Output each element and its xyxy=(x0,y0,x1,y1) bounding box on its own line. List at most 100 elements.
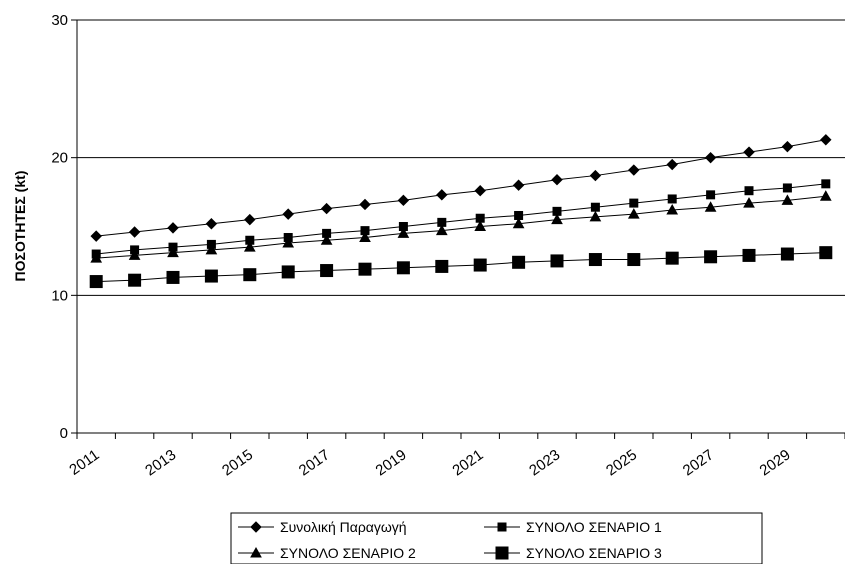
data-point xyxy=(781,140,794,153)
x-tick-label: 2013 xyxy=(142,446,179,479)
data-point xyxy=(821,179,831,189)
data-point xyxy=(704,201,717,212)
data-point xyxy=(704,250,718,264)
data-point xyxy=(167,246,179,258)
data-point xyxy=(590,202,600,212)
data-point xyxy=(473,258,487,272)
data-point xyxy=(128,273,142,287)
data-point xyxy=(397,194,410,207)
data-point xyxy=(128,249,141,260)
data-point xyxy=(90,252,103,263)
data-point xyxy=(627,208,640,219)
data-point xyxy=(512,217,525,229)
data-point xyxy=(627,253,641,267)
data-point xyxy=(742,248,756,262)
x-tick-label: 2023 xyxy=(526,446,563,479)
legend-label: ΣΥΝΟΛΟ ΣΕΝΑΡΙΟ 1 xyxy=(526,519,662,535)
x-tick-label: 2017 xyxy=(296,446,333,479)
data-point xyxy=(435,259,449,273)
data-point xyxy=(359,198,371,211)
legend-item-1: Συνολική Παραγωγή xyxy=(238,519,407,535)
data-point xyxy=(589,210,602,222)
series-line-2 xyxy=(96,183,826,255)
data-point xyxy=(628,164,640,176)
data-point xyxy=(396,261,410,275)
y-axis-title: ΠΟΣΟΤΗΤΕΣ (kt) xyxy=(12,171,28,282)
data-point xyxy=(551,173,563,186)
data-point xyxy=(820,134,832,146)
data-point xyxy=(819,190,832,201)
x-tick-label: 2019 xyxy=(373,446,410,479)
data-point xyxy=(205,243,218,255)
y-axis-ticks: 0 10 20 30 xyxy=(51,12,77,442)
data-point xyxy=(629,198,639,208)
y-tick-label: 10 xyxy=(51,287,68,304)
data-point xyxy=(474,184,486,197)
legend-item-3: ΣΥΝΟΛΟ ΣΕΝΑΡΙΟ 2 xyxy=(238,545,416,561)
series-line-1 xyxy=(96,139,826,237)
data-point xyxy=(436,189,448,201)
series-3 xyxy=(90,190,832,263)
data-point xyxy=(666,203,679,215)
data-point xyxy=(743,197,755,208)
x-tick-label: 2029 xyxy=(757,446,794,479)
data-point xyxy=(780,247,794,261)
data-point xyxy=(205,218,218,230)
data-point xyxy=(89,275,103,289)
data-point xyxy=(666,158,678,171)
legend-item-4: ΣΥΝΟΛΟ ΣΕΝΑΡΙΟ 3 xyxy=(484,545,662,561)
data-point xyxy=(90,230,102,242)
x-tick-label: 2015 xyxy=(219,446,256,479)
data-point xyxy=(819,246,833,260)
data-point xyxy=(320,202,333,215)
data-point xyxy=(320,264,334,278)
legend-marker xyxy=(250,546,262,558)
data-point xyxy=(704,151,717,164)
data-point xyxy=(166,270,180,284)
legend-label: ΣΥΝΟΛΟ ΣΕΝΑΡΙΟ 2 xyxy=(280,545,416,561)
x-tick-label: 2011 xyxy=(66,446,102,478)
data-point xyxy=(744,186,754,196)
legend-label: ΣΥΝΟΛΟ ΣΕΝΑΡΙΟ 3 xyxy=(526,545,662,561)
data-point xyxy=(665,251,679,265)
data-point xyxy=(128,226,141,238)
data-point xyxy=(282,236,295,248)
data-point xyxy=(588,253,602,267)
data-point xyxy=(550,254,564,268)
series-line-3 xyxy=(96,195,826,259)
y-tick-label: 20 xyxy=(51,150,68,167)
legend: Συνολική Παραγωγή ΣΥΝΟΛΟ ΣΕΝΑΡΙΟ 1 ΣΥΝΟΛΟ … xyxy=(230,512,763,564)
data-point xyxy=(320,234,333,245)
series-4 xyxy=(89,246,833,289)
x-tick-label: 2027 xyxy=(680,446,717,479)
legend-label: Συνολική Παραγωγή xyxy=(280,519,407,535)
data-point xyxy=(243,241,256,252)
data-point xyxy=(512,255,526,269)
data-point xyxy=(244,213,256,226)
series-group xyxy=(89,134,833,289)
data-point xyxy=(243,268,257,282)
data-point xyxy=(281,265,295,279)
data-point xyxy=(667,194,677,204)
data-point xyxy=(359,231,371,243)
x-tick-label: 2021 xyxy=(449,446,486,479)
legend-marker xyxy=(250,521,262,533)
data-point xyxy=(282,208,294,220)
series-1 xyxy=(90,134,832,242)
y-tick-label: 0 xyxy=(60,425,68,442)
data-point xyxy=(743,146,755,158)
y-tick-label: 30 xyxy=(51,12,68,29)
x-tick-label: 2025 xyxy=(603,446,640,479)
legend-marker xyxy=(495,546,509,560)
gridlines xyxy=(77,19,845,296)
series-2 xyxy=(91,179,831,259)
data-point xyxy=(512,179,525,191)
data-point xyxy=(781,194,794,205)
legend-marker xyxy=(497,522,507,532)
data-point xyxy=(397,227,410,238)
data-point xyxy=(474,220,487,231)
data-point xyxy=(435,224,448,236)
data-point xyxy=(551,213,563,225)
data-point xyxy=(782,183,792,193)
